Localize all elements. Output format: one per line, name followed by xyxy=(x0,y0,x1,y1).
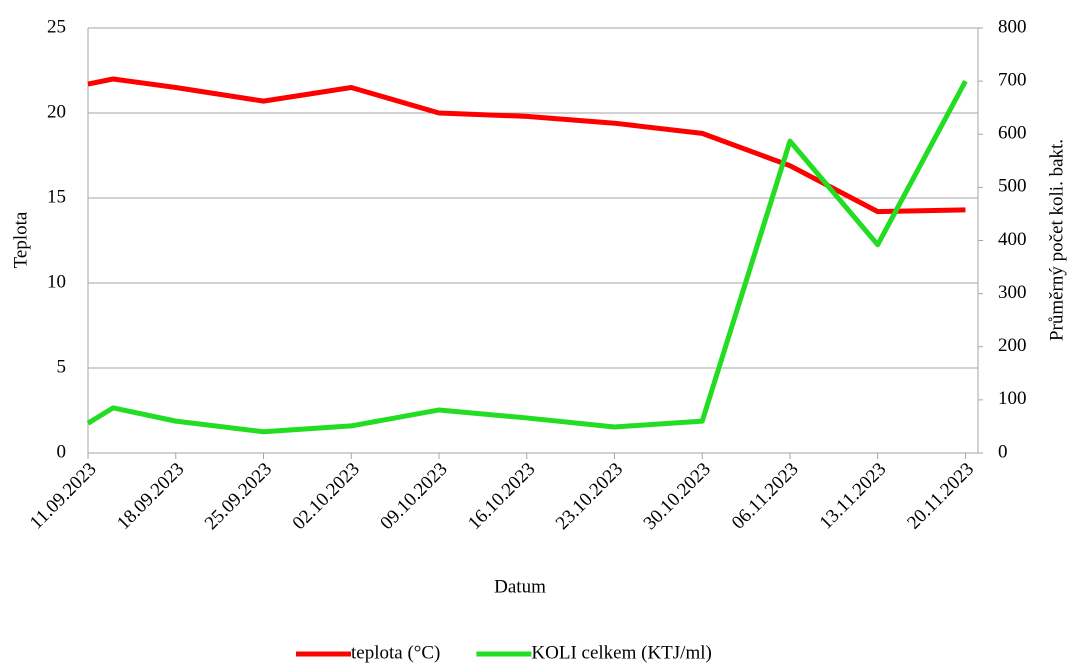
y2-tick-label: 100 xyxy=(998,388,1027,409)
x-tick-label: 18.09.2023 xyxy=(113,459,188,534)
y2-tick-label: 600 xyxy=(998,123,1027,144)
x-tick-label: 30.10.2023 xyxy=(640,459,715,534)
y2-tick-label: 200 xyxy=(998,335,1027,356)
x-tick-label: 11.09.2023 xyxy=(26,459,101,534)
x-tick-label: 02.10.2023 xyxy=(289,459,364,534)
y-tick-label: 0 xyxy=(57,441,67,462)
x-tick-label: 20.11.2023 xyxy=(903,459,978,534)
y-tick-label: 20 xyxy=(47,101,66,122)
y-tick-label: 10 xyxy=(47,271,66,292)
x-tick-label: 25.09.2023 xyxy=(201,459,276,534)
y-tick-label: 25 xyxy=(47,16,66,37)
y-axis-title: Teplota xyxy=(10,211,31,268)
x-tick-label: 09.10.2023 xyxy=(376,459,451,534)
y-tick-label: 5 xyxy=(57,356,67,377)
x-tick-label: 13.11.2023 xyxy=(816,459,891,534)
y2-tick-label: 700 xyxy=(998,69,1027,90)
legend-label: teplota (°C) xyxy=(351,642,440,663)
x-axis-title: Datum xyxy=(494,576,546,597)
x-tick-label: 16.10.2023 xyxy=(464,459,539,534)
y2-tick-label: 500 xyxy=(998,176,1027,197)
series-line xyxy=(87,76,966,215)
y2-tick-label: 400 xyxy=(998,229,1027,250)
y2-tick-label: 800 xyxy=(998,16,1027,37)
legend-label: KOLI celkem (KTJ/ml) xyxy=(531,642,711,663)
y2-tick-label: 0 xyxy=(998,441,1008,462)
series-line xyxy=(86,79,968,435)
x-tick-label: 06.11.2023 xyxy=(728,459,803,534)
y-tick-label: 15 xyxy=(47,186,66,207)
x-tick-label: 23.10.2023 xyxy=(552,459,627,534)
y2-tick-label: 300 xyxy=(998,282,1027,303)
y2-axis-title: Průměrný počet koli. bakt. xyxy=(1046,139,1067,341)
